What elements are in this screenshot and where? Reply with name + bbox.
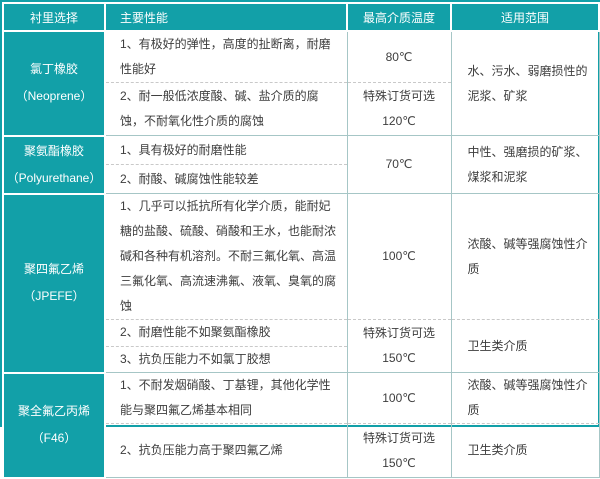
table-row: 聚四氟乙烯 （JPEFE） 1、几乎可以抵抗所有化学介质，能耐妃糖的盐酸、硫酸、… — [2, 192, 600, 374]
material-cell-polyurethane: 聚氨酯橡胶 （Polyurethane） — [2, 134, 106, 195]
performance-cell: 2、耐磨性能不如聚氨酯橡胶 — [104, 319, 348, 347]
performance-cell: 2、抗负压能力高于聚四氟乙烯 — [104, 423, 348, 478]
temp-cell: 100℃ — [346, 193, 452, 320]
performance-cell: 1、有极好的弹性，高度的扯断离，耐磨性能好 — [104, 30, 348, 83]
col-header-max-temp: 最高介质温度 — [346, 2, 452, 32]
performance-cell: 1、不耐发烟硝酸、丁基锂，其他化学性能与聚四氟乙烯基本相同 — [104, 372, 348, 424]
application-cell: 浓酸、碱等强腐蚀性介质 — [450, 193, 600, 320]
application-cell: 卫生类介质 — [450, 319, 600, 373]
table-row: 3、抗负压能力不如氯丁胶想 — [3, 345, 599, 373]
temp-cell: 80℃ — [346, 30, 452, 83]
performance-cell: 1、几乎可以抵抗所有化学介质，能耐妃糖的盐酸、硫酸、硝酸和王水，也能耐浓碱和各种… — [104, 193, 348, 320]
application-cell: 卫生类介质 — [450, 423, 600, 478]
temp-cell: 特殊订货可选 120℃ — [346, 82, 452, 136]
performance-cell: 1、具有极好的耐磨性能 — [104, 135, 348, 165]
col-header-performance: 主要性能 — [104, 2, 348, 32]
header-row: 衬里选择 主要性能 最高介质温度 适用范围 — [2, 2, 600, 32]
table-row: 2、耐磨性能不如聚氨酯橡胶 特殊订货可选 150℃ 卫生类介质 — [3, 319, 600, 373]
temp-cell: 100℃ — [346, 372, 452, 424]
material-cell-neoprene: 氯丁橡胶 （Neoprene） — [2, 30, 106, 137]
performance-cell: 2、耐一般低浓度酸、碱、盐介质的腐蚀，不耐氧化性介质的腐蚀 — [104, 82, 348, 136]
table-row: 聚氨酯橡胶 （Polyurethane） 1、具有极好的耐磨性能 70℃ 中性、… — [2, 134, 600, 195]
material-cell-ptfe: 聚四氟乙烯 （JPEFE） — [2, 192, 106, 374]
table-row: 2、耐一般低浓度酸、碱、盐介质的腐蚀，不耐氧化性介质的腐蚀 特殊订货可选 120… — [3, 82, 599, 136]
temp-cell: 70℃ — [346, 135, 452, 194]
application-cell: 中性、强磨损的矿浆、煤浆和泥浆 — [450, 135, 600, 194]
performance-cell: 3、抗负压能力不如氯丁胶想 — [104, 345, 348, 373]
application-cell: 水、污水、弱磨损性的泥浆、矿浆 — [450, 30, 600, 136]
table-row: 聚全氟乙丙烯 （F46） 1、不耐发烟硝酸、丁基锂，其他化学性能与聚四氟乙烯基本… — [2, 371, 600, 479]
temp-cell: 特殊订货可选 150℃ — [346, 423, 452, 478]
performance-cell: 2、耐酸、碱腐蚀性能较差 — [104, 164, 348, 194]
col-header-lining: 衬里选择 — [2, 2, 106, 32]
temp-cell: 特殊订货可选 150℃ — [346, 319, 452, 373]
col-header-application: 适用范围 — [450, 2, 600, 32]
application-cell: 浓酸、碱等强腐蚀性介质 — [450, 372, 600, 424]
material-cell-f46: 聚全氟乙丙烯 （F46） — [2, 371, 106, 479]
table-row: 氯丁橡胶 （Neoprene） 1、有极好的弹性，高度的扯断离，耐磨性能好 80… — [2, 30, 600, 137]
